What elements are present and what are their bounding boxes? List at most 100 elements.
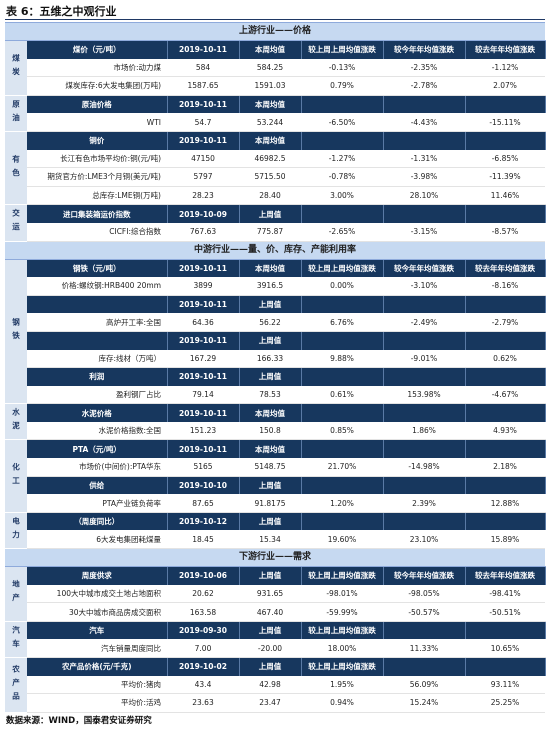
value-cell: 28.23 — [167, 186, 239, 206]
value-cell: 54.7 — [167, 113, 239, 132]
group-label: 煤炭 — [5, 40, 27, 96]
header-cell — [465, 439, 546, 459]
data-row: 水泥价格指数:全国 151.23 150.8 0.85% 1.86% 4.93% — [5, 421, 545, 441]
value-cell: 46982.5 — [239, 149, 301, 169]
header-cell: 2019-10-11 — [167, 95, 240, 114]
header-cell: 汽车 — [27, 621, 168, 640]
header-cell: 2019-10-11 — [167, 131, 240, 150]
header-row: 地产 周度供求 2019-10-06 上周值 较上周上周均值涨跌 较今年年均值涨跌 较去年年… — [5, 566, 546, 622]
data-row: 市场价(中间价):PTA华东 5165 5148.75 21.70% -14.98% 2.… — [5, 458, 545, 477]
data-row: 平均价:活鸡 23.63 23.47 0.94% 15.24% 25.25% — [5, 693, 545, 713]
value-cell: 167.29 — [167, 349, 239, 369]
value-cell: 20.62 — [167, 584, 239, 604]
header-row: 化工 PTA（元/吨） 2019-10-11 本周均值 — [5, 439, 546, 513]
header-cell: 较上周上周均值涨跌 — [301, 657, 384, 676]
data-row: 总库存:LME铜(万吨) 28.23 28.40 3.00% 28.10% 11.46% — [5, 186, 545, 206]
row-name: 平均价:猪肉 — [27, 675, 167, 695]
group-label: 钢铁 — [5, 259, 27, 405]
value-cell: -1.31% — [383, 149, 465, 169]
header-cell — [465, 331, 546, 350]
data-row: 盈利钢厂占比 79.14 78.53 0.61% 153.98% -4.67% — [5, 385, 545, 405]
row-name: 长江有色市场平均价:铜(元/吨) — [27, 149, 167, 169]
data-row: 平均价:猪肉 43.4 42.98 1.95% 56.09% 93.11% — [5, 675, 545, 695]
header-cell: 上周值 — [239, 367, 302, 386]
header-cell: 较去年年均值涨跌 — [465, 40, 546, 59]
value-cell: 5797 — [167, 167, 239, 187]
header-cell — [383, 512, 466, 531]
value-cell: 53.244 — [239, 113, 301, 132]
group-label: 水泥 — [5, 403, 27, 441]
header-cell — [383, 476, 466, 495]
value-cell: 23.63 — [167, 693, 239, 713]
title-rule — [5, 19, 545, 20]
header-cell — [383, 621, 466, 640]
value-cell: -3.98% — [383, 167, 465, 187]
value-cell: -50.51% — [465, 602, 545, 622]
header-cell: 较上周上周均值涨跌 — [301, 40, 384, 59]
header-cell — [383, 439, 466, 459]
value-cell: 28.40 — [239, 186, 301, 206]
value-cell: -2.79% — [465, 313, 545, 332]
value-cell: 5715.50 — [239, 167, 301, 187]
header-cell: 本周均值 — [239, 95, 302, 114]
value-cell: 3899 — [167, 277, 239, 296]
header-cell: 农产品价格(元/千克) — [27, 657, 168, 676]
value-cell: 931.65 — [239, 584, 301, 604]
value-cell: -2.35% — [383, 58, 465, 78]
header-cell: PTA（元/吨） — [27, 439, 168, 459]
header-cell: 2019-10-11 — [167, 40, 240, 59]
table-body: 上游行业——价格 煤炭 煤价（元/吨） 2019-10-11 本周均值 较上周上周均值涨跌… — [5, 22, 546, 713]
data-row: 价格:螺纹钢:HRB400 20mm 3899 3916.5 0.00% -3.10% -… — [5, 277, 545, 296]
header-row: 交运 进口集装箱运价指数 2019-10-09 上周值 — [5, 204, 546, 242]
header-cell — [465, 476, 546, 495]
value-cell: 25.25% — [465, 693, 545, 713]
header-cell: 2019-10-11 — [167, 403, 240, 422]
data-row: WTI 54.7 53.244 -6.50% -4.43% -15.11% — [5, 113, 545, 132]
value-cell: 2.07% — [465, 76, 545, 96]
data-row: 库存:线材（万吨） 167.29 166.33 9.88% -9.01% 0.62% — [5, 349, 545, 369]
value-cell: 18.45 — [167, 530, 239, 550]
value-cell: -6.50% — [301, 113, 383, 132]
header-cell — [301, 204, 384, 223]
row-name: WTI — [27, 113, 167, 132]
value-cell: 3916.5 — [239, 277, 301, 296]
header-row: 电力 （周度同比） 2019-10-12 上周值 — [5, 512, 546, 550]
value-cell: 11.46% — [465, 186, 545, 206]
group-label: 地产 — [5, 566, 27, 622]
value-cell: 150.8 — [239, 421, 301, 441]
value-cell: 0.62% — [465, 349, 545, 369]
header-cell — [383, 295, 466, 314]
header-cell — [383, 131, 466, 150]
header-cell: 进口集装箱运价指数 — [27, 204, 168, 223]
value-cell: 15.24% — [383, 693, 465, 713]
header-cell — [383, 367, 466, 386]
header-cell — [383, 204, 466, 223]
group-label: 农产品 — [5, 657, 27, 713]
value-cell: -0.13% — [301, 58, 383, 78]
value-cell: 3.00% — [301, 186, 383, 206]
header-row: 汽车 汽车 2019-09-30 上周值 较上周上周均值涨跌 — [5, 621, 546, 659]
data-row: 6大发电集团耗煤量 18.45 15.34 19.60% 23.10% 15.89% — [5, 530, 545, 550]
header-cell — [465, 295, 546, 314]
header-cell — [301, 403, 384, 422]
header-cell: 2019-10-10 — [167, 476, 240, 495]
value-cell: 7.00 — [167, 639, 239, 659]
header-cell — [465, 367, 546, 386]
header-cell: 铜价 — [27, 131, 168, 150]
value-cell: 10.65% — [465, 639, 545, 659]
header-row: 煤炭 煤价（元/吨） 2019-10-11 本周均值 较上周上周均值涨跌 较今年年均值涨跌… — [5, 40, 546, 96]
value-cell: 79.14 — [167, 385, 239, 405]
section-row: 中游行业——量、价、库存、产能利用率 — [5, 240, 545, 260]
header-cell: 供给 — [27, 476, 168, 495]
row-name: 6大发电集团耗煤量 — [27, 530, 167, 550]
value-cell: 42.98 — [239, 675, 301, 695]
header-cell — [465, 512, 546, 531]
value-cell: 56.22 — [239, 313, 301, 332]
header-cell — [301, 295, 384, 314]
data-row: 煤炭库存:6大发电集团(万吨) 1587.65 1591.03 0.79% -2.78%… — [5, 76, 545, 96]
value-cell: 0.79% — [301, 76, 383, 96]
header-cell: 钢铁（元/吨） — [27, 259, 168, 278]
value-cell: 151.23 — [167, 421, 239, 441]
header-row: 原油 原油价格 2019-10-11 本周均值 — [5, 95, 546, 132]
